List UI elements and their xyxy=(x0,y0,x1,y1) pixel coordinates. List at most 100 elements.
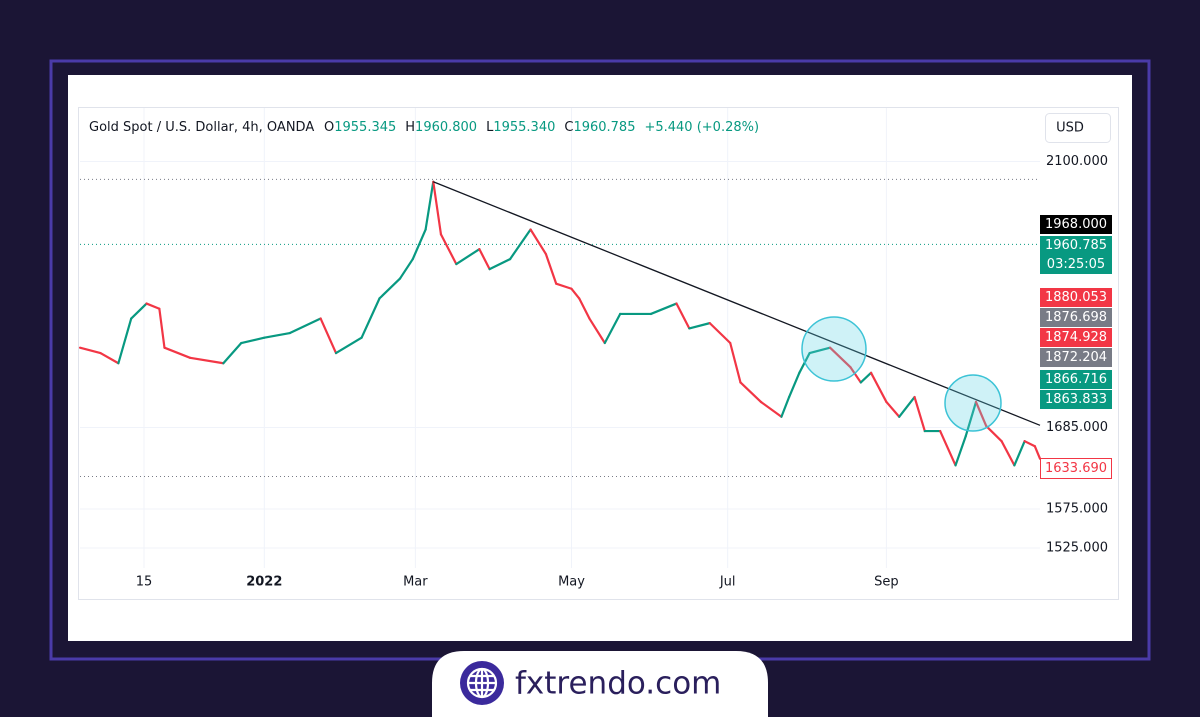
plot: 2100.000 1685.000 1575.000 1525.000 15 2022 Ma… xyxy=(78,108,1108,590)
price-segment xyxy=(828,346,852,369)
y-tick-label: 1525.000 xyxy=(1046,541,1108,556)
ohlc-value: 1955.345 xyxy=(334,120,396,135)
price-segment xyxy=(780,395,791,418)
price-badge: 1874.928 xyxy=(1040,328,1112,347)
price-badge: 1866.716 xyxy=(1040,370,1112,389)
price-segment xyxy=(117,317,133,365)
x-tick-label: Sep xyxy=(874,575,899,590)
badge-countdown: 03:25:05 xyxy=(1046,257,1106,272)
price-badge: 1872.204 xyxy=(1040,348,1112,367)
price-segment xyxy=(488,257,512,271)
price-segment xyxy=(588,317,606,345)
x-tick-label: 15 xyxy=(136,575,153,590)
currency-label[interactable]: USD xyxy=(1056,121,1084,136)
price-segment xyxy=(869,371,888,404)
symbol-title: Gold Spot / U.S. Dollar, 4h, OANDA xyxy=(89,120,314,135)
price-segment xyxy=(708,322,732,345)
price-segment xyxy=(1013,440,1026,467)
price-segment xyxy=(145,302,161,310)
price-segment xyxy=(455,248,481,266)
price-segment xyxy=(398,257,414,280)
price-segment xyxy=(885,400,901,418)
price-segment xyxy=(78,346,102,355)
price-segment xyxy=(578,297,591,320)
price-segment xyxy=(360,297,381,339)
price-segment xyxy=(222,341,243,365)
price-segment xyxy=(188,356,225,365)
ohlc-value: 1960.800 xyxy=(415,120,477,135)
price-segment xyxy=(424,180,435,231)
price-segment xyxy=(913,395,926,433)
x-tick-label: Mar xyxy=(403,575,428,590)
price-segment xyxy=(675,302,691,330)
highlight-circle xyxy=(944,374,1002,432)
price-segment xyxy=(99,351,120,365)
price-badge: 1968.000 xyxy=(1040,215,1112,234)
price-segment xyxy=(334,336,363,355)
chart-card xyxy=(78,107,1119,600)
price-segment xyxy=(263,331,292,339)
price-segment xyxy=(759,400,783,418)
price-segment xyxy=(570,287,581,300)
x-tick-label: Jul xyxy=(719,575,736,590)
badge-price: 1960.785 xyxy=(1044,238,1108,253)
ohlc-key: H xyxy=(405,120,415,135)
brand-name: fxtrendo.com xyxy=(515,666,721,702)
price-segment xyxy=(508,228,532,261)
price-segment xyxy=(1033,445,1042,460)
badge-price: 1863.833 xyxy=(1044,392,1108,407)
price-segment xyxy=(649,302,678,316)
price-change: +5.440 (+0.28%) xyxy=(644,120,759,135)
price-segment xyxy=(555,282,573,290)
price-segment xyxy=(859,371,873,384)
badge-price: 1968.000 xyxy=(1044,217,1108,232)
currency-button[interactable] xyxy=(1045,113,1111,143)
ohlc-key: O xyxy=(324,120,334,135)
price-segment xyxy=(729,341,742,384)
badge-price: 1876.698 xyxy=(1044,310,1108,325)
price-segment xyxy=(130,302,148,320)
brand-pill xyxy=(432,651,768,717)
price-segment xyxy=(439,233,458,266)
price-segment xyxy=(954,435,967,467)
price-badge: 1876.698 xyxy=(1040,308,1112,327)
price-segment xyxy=(432,180,443,236)
price-segment xyxy=(603,312,622,345)
price-segment xyxy=(788,371,801,399)
globe-icon xyxy=(460,661,504,705)
price-segment xyxy=(1023,440,1036,448)
price-segment xyxy=(1000,440,1016,467)
price-segment xyxy=(478,248,491,271)
price-segment xyxy=(411,228,427,261)
y-tick-label: 1685.000 xyxy=(1046,420,1108,435)
ohlc-key: L xyxy=(486,120,494,135)
badge-price: 1874.928 xyxy=(1044,330,1108,345)
price-segment xyxy=(939,429,957,467)
price-segment xyxy=(288,317,322,335)
price-segment xyxy=(688,322,711,330)
badge-price: 1880.053 xyxy=(1044,290,1108,305)
price-segment xyxy=(898,395,916,418)
price-segment xyxy=(544,253,558,285)
ohlc-key: C xyxy=(564,120,573,135)
price-segment xyxy=(163,346,192,359)
badge-price: 1872.204 xyxy=(1044,350,1108,365)
price-segment xyxy=(739,381,763,404)
price-segment xyxy=(158,307,166,349)
price-segment xyxy=(985,424,1003,443)
x-tick-label: May xyxy=(558,575,585,590)
ohlc-value: 1955.340 xyxy=(493,120,555,135)
price-badge: 1633.690 xyxy=(1040,458,1112,479)
price-segment xyxy=(378,277,402,300)
badge-price: 1633.690 xyxy=(1044,461,1108,476)
price-badge: 1960.785 03:25:05 xyxy=(1040,236,1112,274)
y-tick-label: 2100.000 xyxy=(1046,154,1108,169)
y-tick-label: 1575.000 xyxy=(1046,502,1108,517)
badge-price: 1866.716 xyxy=(1044,372,1108,387)
price-segment xyxy=(808,346,832,355)
price-segment xyxy=(319,317,338,355)
price-segment xyxy=(240,336,266,345)
price-segment xyxy=(849,366,862,384)
